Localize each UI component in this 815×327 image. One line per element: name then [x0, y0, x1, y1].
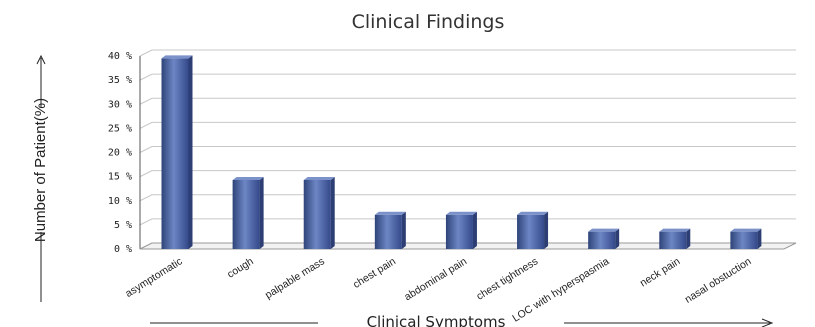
- chart-title: Clinical Findings: [352, 11, 505, 33]
- gridline-depth: [139, 194, 153, 202]
- x-tick-label: cough: [225, 255, 256, 280]
- y-tick-labels: 0 % 5 % 10 % 15 % 20 % 25 % 30 % 35 % 40 %: [108, 51, 132, 255]
- x-tick-label: abdominal pain: [402, 255, 469, 303]
- x-axis-title: Clinical Symptoms: [367, 313, 506, 327]
- bar-face: [303, 180, 331, 249]
- gridline-depth: [139, 97, 153, 105]
- bar: [730, 228, 762, 249]
- bar-face: [517, 214, 545, 249]
- x-tick-label: chest pain: [351, 255, 398, 291]
- bar-top: [445, 211, 477, 215]
- bar-top: [659, 228, 691, 232]
- bar-top: [517, 211, 549, 215]
- y-tick-label: 5 %: [114, 220, 132, 231]
- bar-face: [588, 231, 616, 249]
- gridline-depth: [139, 146, 153, 153]
- bar-side: [686, 228, 691, 249]
- bar: [517, 211, 549, 249]
- bar: [232, 177, 264, 249]
- y-tick-label: 35 %: [108, 75, 132, 86]
- bar-top: [374, 211, 406, 215]
- y-axis-arrow-head: [36, 54, 46, 65]
- bar-face: [232, 180, 260, 249]
- bar: [303, 177, 335, 249]
- gridline-depth: [139, 49, 153, 57]
- bar-side: [472, 211, 477, 249]
- bar: [374, 211, 406, 249]
- y-tick-label: 30 %: [108, 99, 132, 110]
- y-axis-label: Number of Patient(%): [32, 54, 49, 302]
- x-axis-arrow-head: [761, 318, 774, 327]
- bar-top: [730, 228, 762, 232]
- y-tick-label: 25 %: [108, 123, 132, 134]
- bar-side: [330, 177, 335, 249]
- bar: [588, 228, 620, 249]
- bar-face: [445, 214, 473, 249]
- x-tick-label: asymptomatic: [123, 255, 184, 300]
- bar-face: [730, 231, 758, 249]
- y-tick-label: 10 %: [108, 196, 132, 207]
- x-axis-label: Clinical Symptoms: [150, 313, 774, 327]
- bar-top: [303, 177, 335, 181]
- bar: [445, 211, 477, 249]
- gridline-depth: [139, 170, 153, 178]
- y-axis-title: Number of Patient(%): [32, 98, 49, 242]
- bar-top: [161, 55, 193, 59]
- y-tick-label: 15 %: [108, 172, 132, 183]
- bar-top: [588, 228, 620, 232]
- bar-side: [757, 228, 762, 249]
- y-tick-label: 40 %: [108, 51, 132, 62]
- x-tick-label: nasal obstuction: [683, 255, 754, 305]
- bar-side: [615, 228, 620, 249]
- bar: [659, 228, 691, 249]
- bar: [161, 55, 193, 249]
- bars: [161, 55, 762, 249]
- x-tick-label: palpable mass: [263, 255, 327, 301]
- bar-top: [232, 177, 264, 181]
- y-tick-label: 20 %: [108, 148, 132, 159]
- bar-side: [259, 177, 264, 249]
- gridline-depth: [139, 121, 153, 129]
- x-tick-label: chest tightness: [474, 255, 540, 302]
- bar-side: [401, 211, 406, 249]
- y-tick-label: 0 %: [114, 244, 132, 255]
- gridline-depth: [139, 218, 153, 226]
- bar-side: [188, 55, 193, 249]
- bar-face: [161, 58, 189, 249]
- bar-face: [659, 231, 687, 249]
- x-tick-label: neck pain: [638, 255, 683, 289]
- bar-side: [544, 211, 549, 249]
- bar-face: [374, 214, 402, 249]
- gridline-depth: [139, 73, 153, 81]
